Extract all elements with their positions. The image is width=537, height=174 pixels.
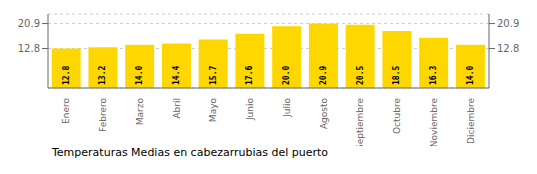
- svg-text:12.8: 12.8: [62, 66, 71, 85]
- svg-text:Agosto: Agosto: [319, 98, 329, 130]
- svg-text:17.6: 17.6: [245, 66, 254, 85]
- svg-text:14.4: 14.4: [172, 66, 181, 85]
- svg-text:20.0: 20.0: [282, 66, 291, 85]
- svg-text:20.9: 20.9: [18, 18, 40, 29]
- svg-text:Marzo: Marzo: [135, 98, 145, 126]
- html-text:Temperaturas Medias en cabezar: Temperaturas Medias en cabezarrubias del…: [52, 146, 329, 159]
- svg-text:Noviembre: Noviembre: [429, 98, 439, 146]
- svg-text:Enero: Enero: [61, 98, 71, 124]
- svg-text:Octubre: Octubre: [392, 98, 402, 134]
- svg-text:18.5: 18.5: [392, 66, 401, 85]
- svg-text:20.9: 20.9: [319, 66, 328, 85]
- svg-text:Mayo: Mayo: [208, 98, 218, 123]
- svg-text:Febrero: Febrero: [98, 98, 108, 132]
- svg-text:Septiembre: Septiembre: [355, 98, 365, 146]
- svg-text:12.8: 12.8: [18, 43, 40, 54]
- svg-text:20.5: 20.5: [356, 66, 365, 85]
- svg-text:13.2: 13.2: [98, 66, 107, 85]
- svg-text:16.3: 16.3: [429, 66, 438, 85]
- svg-text:Diciembre: Diciembre: [466, 98, 476, 144]
- svg-text:Junio: Junio: [245, 98, 255, 122]
- svg-text:Julio: Julio: [282, 98, 292, 118]
- svg-text:15.7: 15.7: [209, 66, 218, 85]
- svg-text:14.0: 14.0: [466, 66, 475, 85]
- svg-text:12.8: 12.8: [497, 43, 519, 54]
- svg-text:Abril: Abril: [172, 98, 182, 119]
- svg-text:20.9: 20.9: [497, 18, 519, 29]
- svg-text:14.0: 14.0: [135, 66, 144, 85]
